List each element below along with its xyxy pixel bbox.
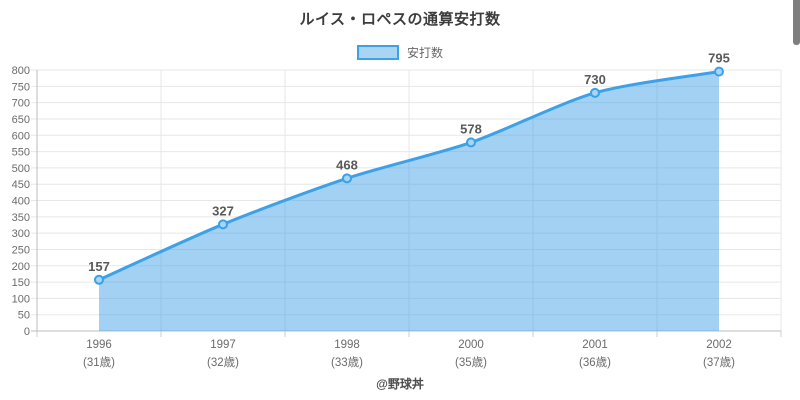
y-axis-tick-label: 450 (12, 179, 30, 191)
data-value-label: 795 (708, 51, 730, 66)
data-point[interactable] (218, 219, 228, 230)
x-axis-tick-label: 2001 (582, 339, 608, 351)
y-axis-tick-label: 800 (12, 65, 30, 77)
x-axis-tick-label: 1996 (86, 339, 112, 351)
data-value-label: 730 (584, 72, 606, 87)
legend-item[interactable]: 安打数 (0, 44, 800, 60)
y-axis-tick-label: 200 (12, 261, 30, 273)
footer-credit: @野球丼 (376, 377, 424, 391)
y-axis-tick-label: 0 (24, 326, 30, 338)
y-axis-tick-label: 600 (12, 130, 30, 142)
scrollbar-thumb[interactable] (793, 0, 800, 45)
x-axis-tick-sublabel: (37歳) (703, 356, 735, 369)
y-axis-tick-label: 700 (12, 98, 30, 110)
data-value-label: 468 (336, 157, 358, 172)
x-axis-tick-label: 2000 (458, 339, 484, 351)
y-axis-tick-label: 750 (12, 81, 30, 93)
x-axis-tick-label: 2002 (706, 339, 732, 351)
legend-swatch (356, 44, 399, 60)
y-axis-tick-label: 150 (12, 277, 30, 289)
series-area (99, 71, 719, 331)
series-line (97, 70, 721, 282)
y-axis-tick-label: 50 (18, 310, 30, 322)
x-axis-tick-label: 1997 (210, 339, 236, 351)
x-axis-tick-sublabel: (31歳) (83, 356, 115, 369)
data-point[interactable] (342, 173, 352, 184)
x-axis-tick-sublabel: (33歳) (331, 356, 363, 369)
y-axis-tick-label: 350 (12, 212, 30, 224)
x-axis-tick-sublabel: (32歳) (207, 356, 239, 369)
y-axis-tick-label: 250 (12, 244, 30, 256)
legend-label: 安打数 (406, 45, 443, 60)
y-axis-tick-label: 100 (12, 293, 30, 305)
data-value-label: 578 (460, 121, 482, 136)
data-value-label: 327 (212, 203, 234, 218)
data-point[interactable] (714, 66, 724, 77)
x-axis-tick-sublabel: (35歳) (455, 356, 487, 369)
data-value-label: 157 (88, 259, 110, 274)
x-axis-tick-sublabel: (36歳) (579, 356, 611, 369)
data-point[interactable] (466, 137, 476, 148)
y-axis-tick-label: 300 (12, 228, 30, 240)
chart-title: ルイス・ロペスの通算安打数 (299, 11, 501, 28)
x-axis-tick-label: 1998 (334, 339, 360, 351)
y-axis-tick-label: 550 (12, 147, 30, 159)
y-axis-tick-label: 400 (12, 196, 30, 208)
data-point[interactable] (590, 87, 600, 98)
y-axis-tick-label: 500 (12, 163, 30, 175)
y-axis-tick-label: 650 (12, 114, 30, 126)
data-point[interactable] (94, 274, 104, 285)
